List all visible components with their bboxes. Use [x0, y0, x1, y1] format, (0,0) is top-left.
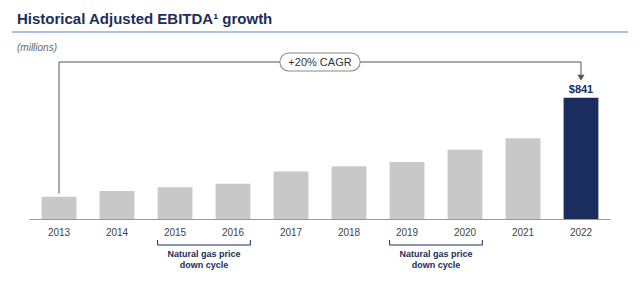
svg-text:2016: 2016: [222, 227, 245, 238]
svg-text:2013: 2013: [48, 227, 71, 238]
svg-text:$841: $841: [569, 83, 593, 95]
svg-text:+20% CAGR: +20% CAGR: [288, 56, 351, 68]
svg-text:(millions): (millions): [17, 42, 57, 53]
svg-text:2021: 2021: [512, 227, 535, 238]
svg-text:Natural gas price: Natural gas price: [399, 249, 472, 259]
svg-text:2015: 2015: [164, 227, 187, 238]
svg-text:Historical Adjusted EBITDA¹ gr: Historical Adjusted EBITDA¹ growth: [17, 10, 272, 27]
svg-text:down cycle: down cycle: [412, 260, 461, 270]
svg-text:2020: 2020: [454, 227, 477, 238]
svg-text:Natural gas price: Natural gas price: [167, 249, 240, 259]
svg-text:2017: 2017: [280, 227, 303, 238]
svg-text:2022: 2022: [570, 227, 593, 238]
svg-text:2014: 2014: [106, 227, 129, 238]
svg-text:2018: 2018: [338, 227, 361, 238]
svg-text:down cycle: down cycle: [180, 260, 229, 270]
svg-text:2019: 2019: [396, 227, 419, 238]
